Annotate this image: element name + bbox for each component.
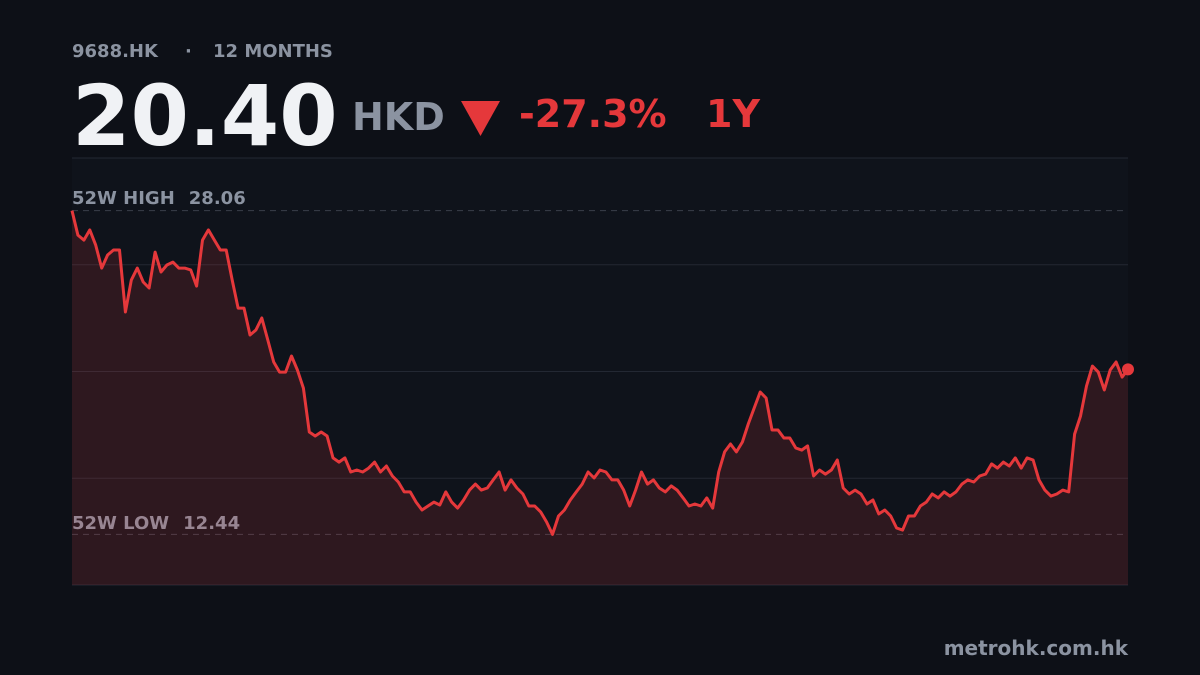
high-value: 28.06 [189,188,246,209]
price-line [70,210,1130,536]
currency: HKD [352,95,445,139]
range: 1Y [706,92,760,136]
period: 12 MONTHS [213,41,333,62]
low-label: 52W LOW 12.44 [72,513,240,534]
low-value: 12.44 [183,513,240,534]
down-arrow [461,101,500,136]
high-label-text: 52W HIGH [72,188,175,209]
source: metrohk.com.hk [944,636,1129,660]
area-fill [72,210,1128,585]
last-price-dot [1122,363,1134,376]
high-label: 52W HIGH 28.06 [72,188,246,209]
ticker: 9688.HK [72,41,159,62]
low-label-text: 52W LOW [72,513,169,534]
separator: · [185,41,192,62]
price: 20.40 [72,67,338,165]
change: -27.3% [519,92,667,136]
